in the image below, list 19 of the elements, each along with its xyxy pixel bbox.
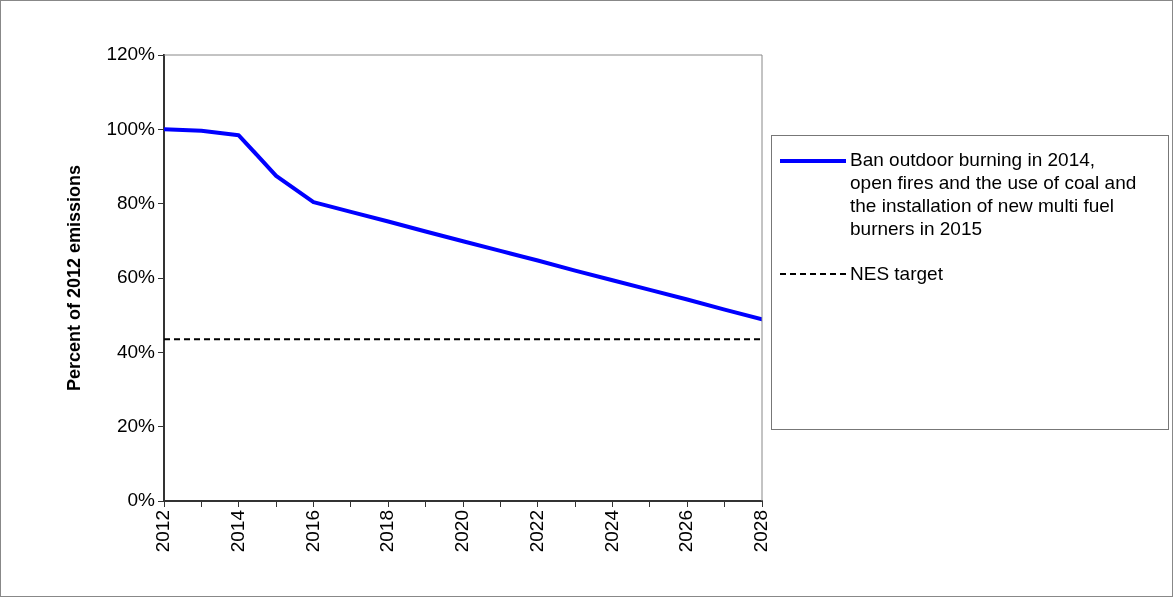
y-tick-label: 120% bbox=[106, 43, 156, 65]
y-axis-title: Percent of 2012 emissions bbox=[63, 164, 84, 392]
x-tick-label: 2026 bbox=[675, 510, 697, 553]
legend-label: Ban outdoor burning in 2014, open fires and the use of coal and the installation of new multi fuel burners in 2015 bbox=[850, 148, 1138, 240]
x-tick-label: 2022 bbox=[525, 510, 547, 553]
y-tick-label: 0% bbox=[127, 489, 156, 511]
x-tick-label: 2018 bbox=[376, 510, 398, 553]
y-tick-label: 40% bbox=[116, 340, 156, 362]
y-tick-label: 80% bbox=[116, 191, 156, 213]
x-tick-label: 2020 bbox=[451, 510, 473, 553]
x-tick-label: 2016 bbox=[301, 510, 323, 553]
x-tick-label: 2024 bbox=[600, 509, 622, 553]
y-tick-label: 60% bbox=[116, 266, 156, 288]
x-tick-label: 2012 bbox=[152, 510, 174, 553]
legend-label: NES target bbox=[850, 262, 944, 285]
x-tick-label: 2028 bbox=[750, 510, 772, 553]
x-tick-label: 2014 bbox=[226, 509, 248, 553]
y-tick-label: 20% bbox=[116, 414, 156, 436]
y-tick-label: 100% bbox=[106, 117, 156, 139]
